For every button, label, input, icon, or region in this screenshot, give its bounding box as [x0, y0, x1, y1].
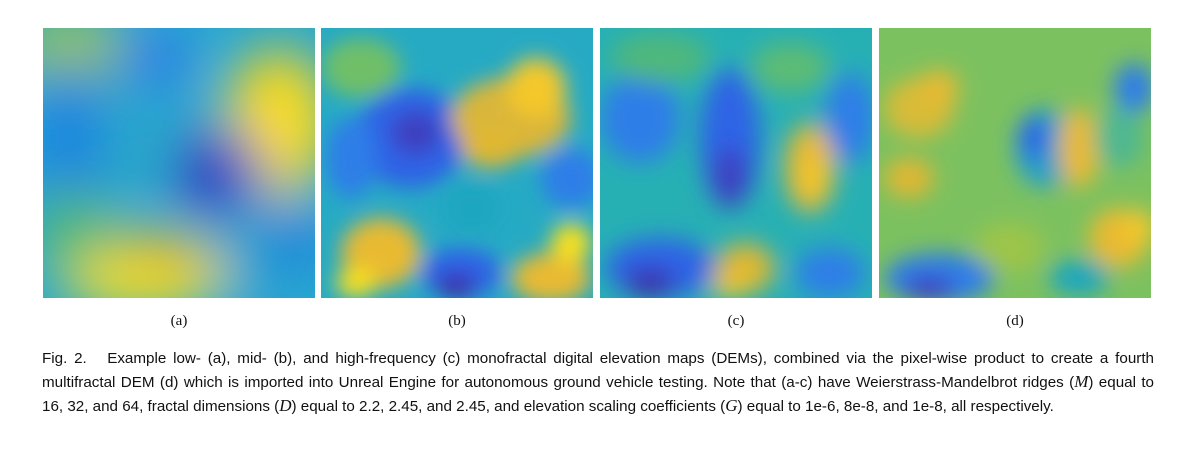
dem-panel-c	[600, 28, 872, 298]
panel-b-label: (b)	[448, 313, 466, 329]
panel-d-label: (d)	[1006, 313, 1024, 329]
dem-panel-a	[43, 28, 315, 298]
caption-fig-label: Fig. 2.	[42, 350, 87, 367]
dem-panel-b	[321, 28, 593, 298]
caption-text-4: ) equal to 1e-6, 8e-8, and 1e-8, all res…	[737, 398, 1054, 415]
caption-text-2: ) equal to 16, 32, and 64, fractal dimen…	[42, 374, 1154, 415]
symbol-g: G	[725, 396, 738, 415]
dem-panel-d	[879, 28, 1151, 298]
panel-c-label: (c)	[727, 313, 745, 329]
caption-text-3: ) equal to 2.2, 2.45, and 2.45, and elev…	[291, 398, 726, 415]
figure-caption: Fig. 2. Example low- (a), mid- (b), and …	[42, 347, 1154, 418]
caption-text-1: Example low- (a), mid- (b), and high-fre…	[42, 350, 1154, 391]
symbol-m: M	[1074, 372, 1089, 391]
panel-a-label: (a)	[170, 313, 188, 329]
symbol-d: D	[279, 396, 292, 415]
